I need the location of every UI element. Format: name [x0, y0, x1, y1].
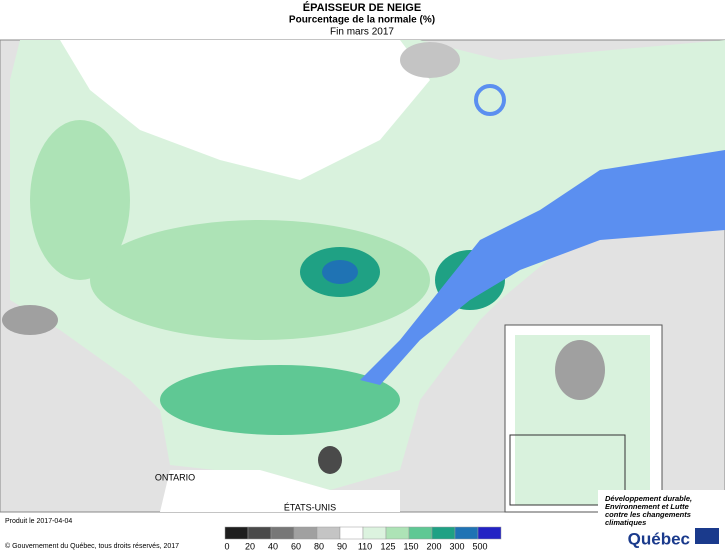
- low-zone: [2, 305, 58, 335]
- legend-swatch: [293, 526, 318, 540]
- high-zone: [160, 365, 400, 435]
- low-zone: [318, 446, 342, 474]
- title: ÉPAISSEUR DE NEIGE: [303, 1, 421, 14]
- legend-swatch: [477, 526, 502, 540]
- high-zone: [90, 220, 430, 340]
- normal-zone: [60, 40, 430, 180]
- high-zone: [30, 120, 130, 280]
- legend-swatch: [316, 526, 341, 540]
- legend-tick-label: 0: [224, 541, 229, 551]
- logo-flag: [695, 528, 719, 544]
- legend-tick-label: 40: [268, 541, 278, 551]
- subtitle: Pourcentage de la normale (%): [289, 15, 435, 26]
- legend-swatch: [431, 526, 456, 540]
- legend-swatch: [454, 526, 479, 540]
- low-zone: [400, 42, 460, 78]
- map: ONTARIO ÉTATS-UNIS: [0, 39, 725, 513]
- logo-text: contre les changements: [605, 510, 691, 519]
- logo-brand: Québec: [628, 529, 690, 548]
- place-label: ÉTATS-UNIS: [284, 502, 336, 512]
- legend-tick-label: 300: [449, 541, 464, 551]
- legend-tick-label: 200: [426, 541, 441, 551]
- legend-tick-label: 90: [337, 541, 347, 551]
- inset-land: [515, 335, 650, 505]
- copyright: © Gouvernement du Québec, tous droits ré…: [5, 542, 179, 550]
- logo: Québec Développement durable,Environneme…: [598, 490, 725, 552]
- very-high-zone: [322, 260, 358, 284]
- logo-text: Environnement et Lutte: [605, 502, 689, 511]
- reservoir: [474, 84, 506, 116]
- legend-swatch: [385, 526, 410, 540]
- inset-frame: [509, 434, 626, 506]
- legend-tick-label: 110: [358, 541, 372, 551]
- legend-swatch: [339, 526, 364, 540]
- logo-text: Développement durable,: [605, 494, 692, 503]
- logo-text: climatiques: [605, 518, 646, 527]
- legend-swatch: [247, 526, 272, 540]
- legend-swatch: [408, 526, 433, 540]
- legend-tick-label: 60: [291, 541, 301, 551]
- inset-low-zone: [555, 340, 605, 400]
- legend-tick-label: 150: [403, 541, 418, 551]
- legend-tick-label: 20: [245, 541, 255, 551]
- legend-swatch: [224, 526, 249, 540]
- period: Fin mars 2017: [330, 27, 394, 38]
- water: [360, 150, 725, 385]
- place-label: ONTARIO: [155, 472, 195, 482]
- legend-tick-label: 125: [380, 541, 395, 551]
- legend-swatch: [270, 526, 295, 540]
- united-states: [160, 470, 400, 512]
- produced-date: Produit le 2017-04-04: [5, 518, 72, 525]
- legend: 0 20 40 60 80 90 110 125 150 200 300 500: [224, 526, 502, 551]
- legend-swatch: [362, 526, 387, 540]
- legend-tick-label: 500: [472, 541, 487, 551]
- legend-tick-label: 80: [314, 541, 324, 551]
